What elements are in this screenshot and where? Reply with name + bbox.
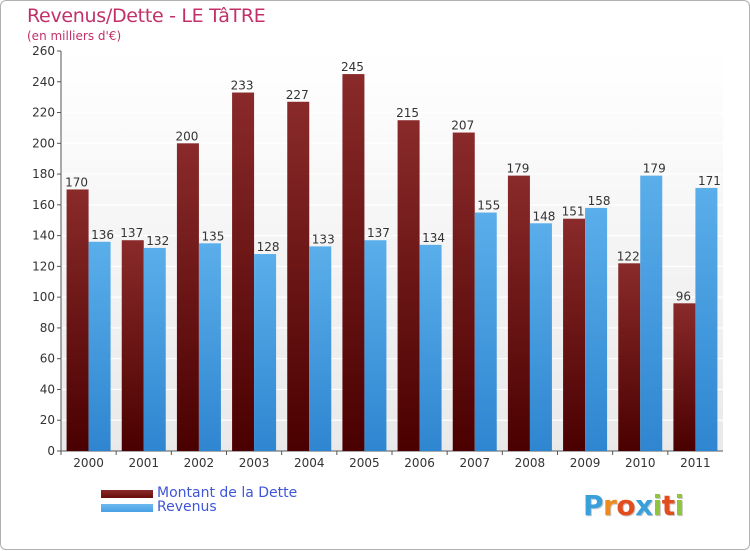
- chart-title: Revenus/Dette - LE TâTRE: [27, 5, 266, 27]
- x-tick-label: 2002: [184, 456, 215, 470]
- y-tick-label: 180: [32, 167, 55, 181]
- bar-revenus: [640, 175, 663, 451]
- bar-revenus: [585, 207, 608, 451]
- y-tick-label: 240: [32, 75, 55, 89]
- data-label-dette: 179: [506, 162, 529, 176]
- legend-swatch-dette: [101, 490, 153, 498]
- x-tick-label: 2008: [515, 456, 546, 470]
- data-label-revenus: 132: [146, 234, 169, 248]
- data-label-dette: 122: [617, 249, 640, 263]
- y-tick-label: 200: [32, 136, 55, 150]
- chart-subtitle: (en milliers d'€): [27, 29, 122, 43]
- plot-area: [61, 51, 723, 451]
- data-label-dette: 151: [562, 205, 585, 219]
- data-label-dette: 245: [341, 60, 364, 74]
- proxiti-logo: Proxiti: [583, 489, 684, 522]
- legend-swatch-revenus: [101, 504, 153, 512]
- bar-revenus: [88, 241, 111, 451]
- x-tick-label: 2000: [73, 456, 104, 470]
- x-tick-label: 2001: [128, 456, 159, 470]
- x-tick-label: 2010: [625, 456, 656, 470]
- bar-dette: [563, 218, 586, 451]
- bars: [66, 74, 718, 452]
- bar-revenus: [474, 212, 497, 451]
- x-tick-label: 2004: [294, 456, 325, 470]
- data-label-revenus: 136: [91, 228, 114, 242]
- data-label-dette: 200: [175, 129, 198, 143]
- legend-label-revenus: Revenus: [157, 499, 217, 515]
- bar-dette: [673, 303, 696, 451]
- bar-revenus: [198, 243, 221, 451]
- data-label-dette: 137: [120, 226, 143, 240]
- legend-label-dette: Montant de la Dette: [157, 485, 298, 501]
- y-tick-label: 220: [32, 106, 55, 120]
- y-tick-label: 80: [40, 321, 55, 335]
- data-label-revenus: 133: [312, 232, 335, 246]
- bar-dette: [507, 175, 530, 451]
- y-tick-label: 260: [32, 44, 55, 58]
- x-tick-label: 2006: [404, 456, 435, 470]
- bar-revenus: [695, 187, 718, 451]
- bar-dette: [452, 132, 475, 452]
- data-label-dette: 170: [65, 175, 88, 189]
- bar-revenus: [529, 223, 552, 451]
- y-tick-label: 60: [40, 352, 55, 366]
- data-label-dette: 227: [286, 88, 309, 102]
- y-tick-label: 140: [32, 229, 55, 243]
- data-label-revenus: 135: [201, 229, 224, 243]
- data-label-dette: 96: [676, 289, 691, 303]
- data-label-dette: 207: [451, 119, 474, 133]
- bar-dette: [232, 92, 255, 452]
- bar-dette: [121, 240, 144, 451]
- data-label-revenus: 148: [532, 209, 555, 223]
- bar-revenus: [364, 240, 387, 451]
- data-label-revenus: 155: [477, 199, 500, 213]
- data-label-revenus: 158: [588, 194, 611, 208]
- y-tick-label: 40: [40, 382, 55, 396]
- bar-revenus: [419, 244, 442, 451]
- data-label-revenus: 137: [367, 226, 390, 240]
- labels: 0 20 40 60 80 100 120 140 160 180 200 220 240 260 2000…: [32, 44, 721, 470]
- data-label-revenus: 128: [257, 240, 280, 254]
- data-label-revenus: 134: [422, 231, 445, 245]
- bar-dette: [618, 263, 641, 451]
- data-label-dette: 233: [231, 79, 254, 93]
- data-label-dette: 215: [396, 106, 419, 120]
- data-label-revenus: 171: [698, 174, 721, 188]
- bar-dette: [397, 120, 420, 451]
- y-tick-label: 0: [47, 444, 55, 458]
- gridlines: [57, 50, 723, 455]
- x-tick-label: 2005: [349, 456, 380, 470]
- y-tick-label: 160: [32, 198, 55, 212]
- x-tick-label: 2003: [239, 456, 270, 470]
- bar-revenus: [309, 246, 332, 451]
- y-tick-label: 100: [32, 290, 55, 304]
- bar-revenus: [254, 254, 277, 451]
- bar-dette: [66, 189, 89, 451]
- x-tick-label: 2007: [459, 456, 490, 470]
- bar-revenus: [143, 247, 166, 451]
- bar-dette: [176, 143, 199, 452]
- bar-dette: [287, 101, 310, 452]
- x-tick-label: 2009: [570, 456, 601, 470]
- y-tick-label: 20: [40, 413, 55, 427]
- y-tick-label: 120: [32, 259, 55, 273]
- x-tick-label: 2011: [680, 456, 711, 470]
- data-label-revenus: 179: [643, 162, 666, 176]
- bar-dette: [342, 74, 365, 452]
